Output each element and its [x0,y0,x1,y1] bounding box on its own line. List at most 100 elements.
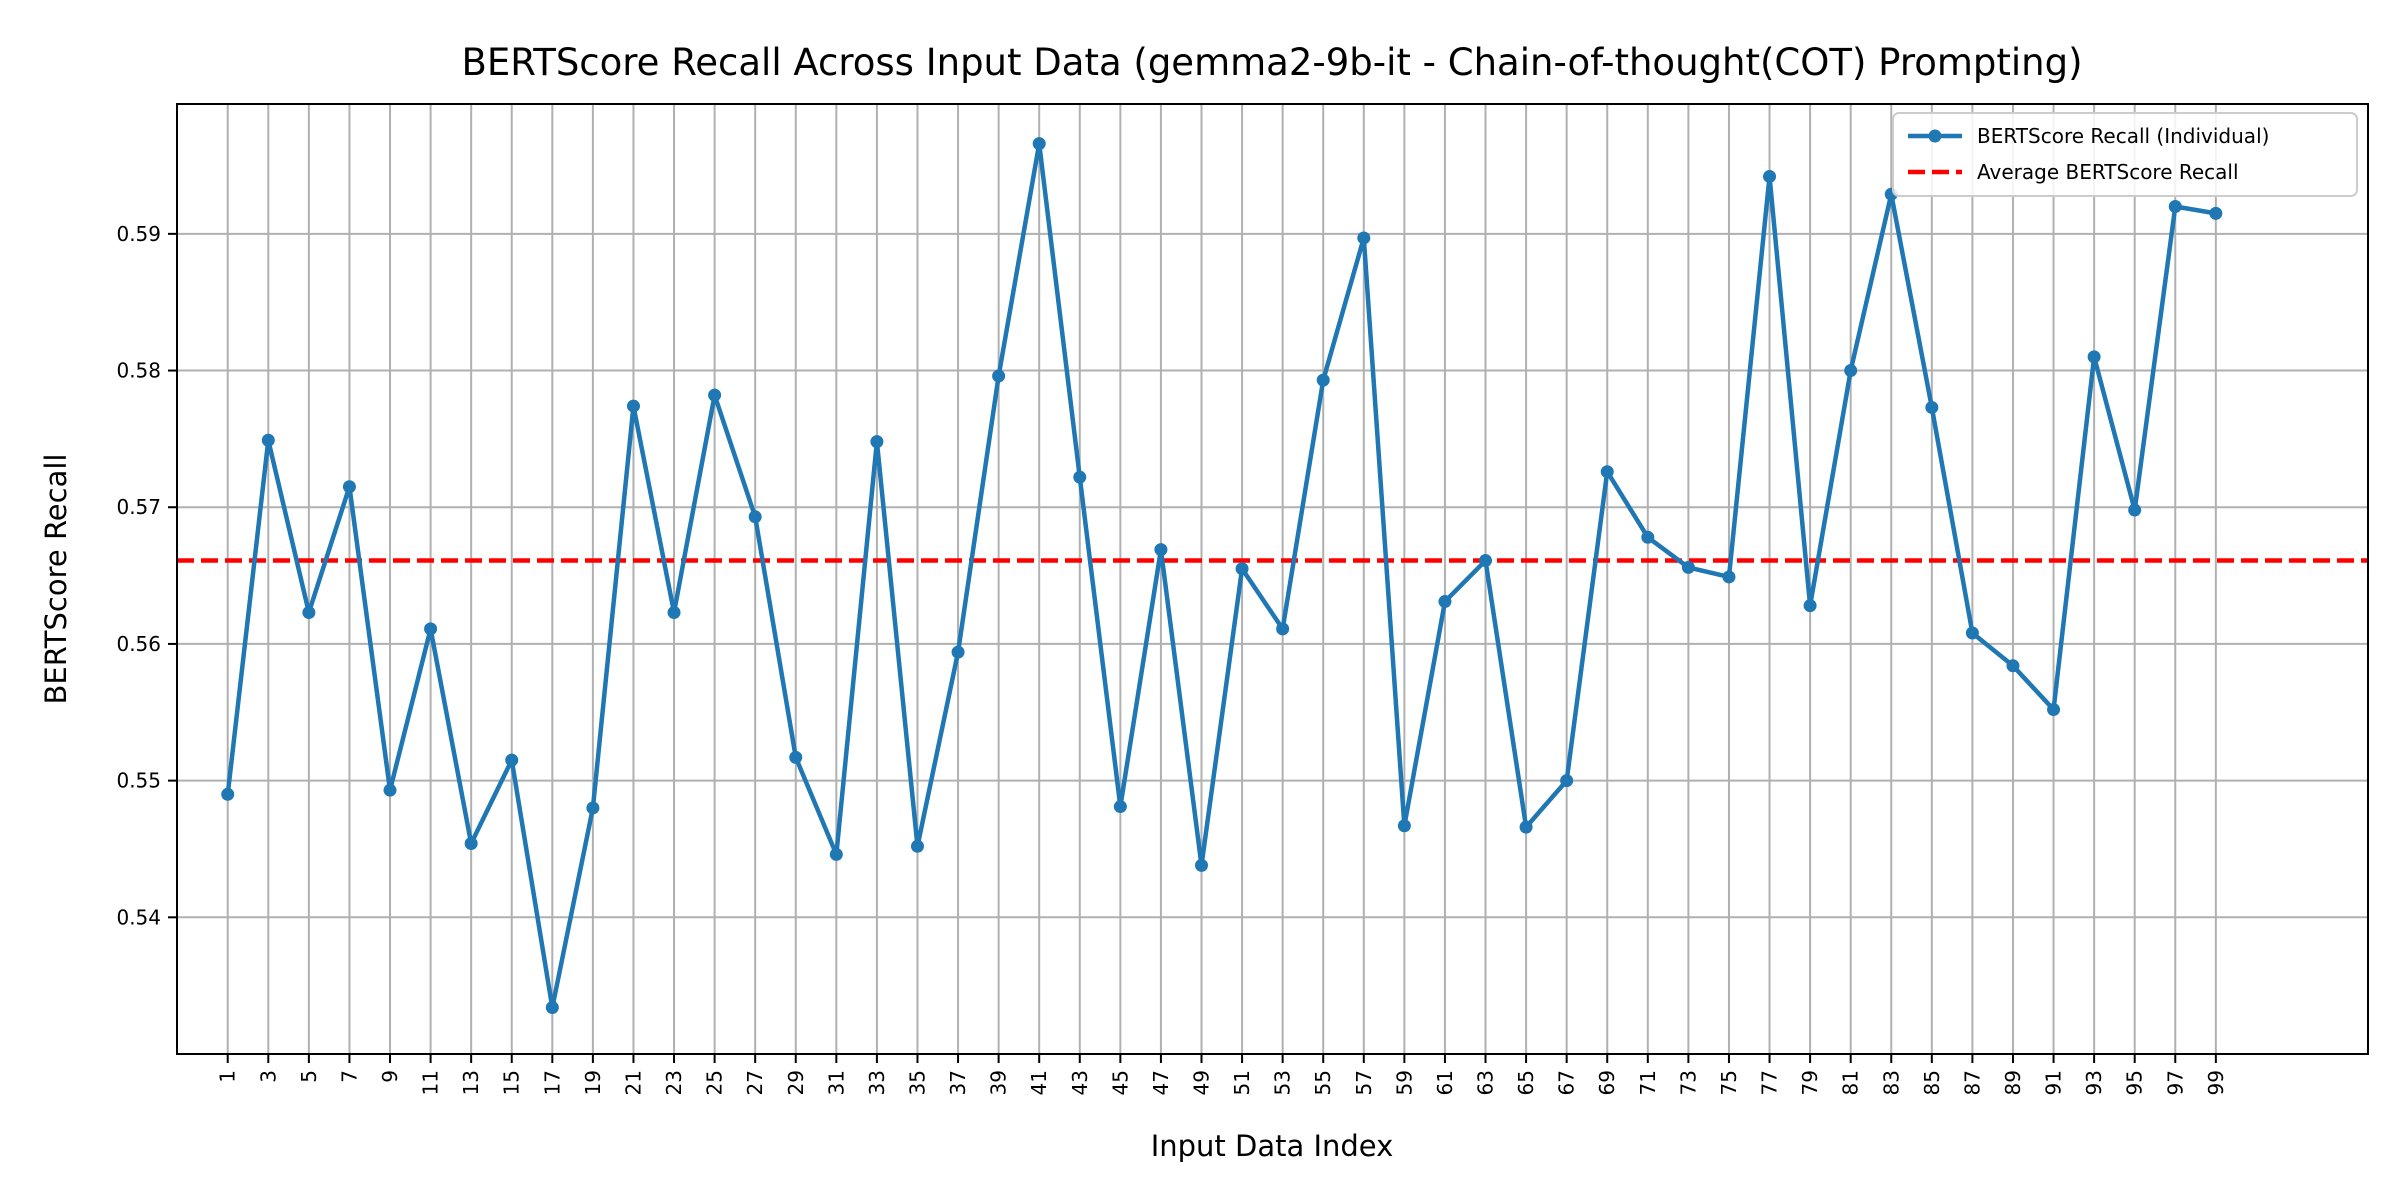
legend-series-marker [1928,129,1942,143]
data-point [1316,373,1330,387]
data-point [1681,560,1695,574]
x-tick-label: 73 [1676,1070,1700,1095]
x-tick-label: 95 [2123,1070,2147,1095]
data-point [1479,554,1493,568]
legend-average-label: Average BERTScore Recall [1977,160,2239,184]
data-point [2209,206,2223,220]
x-tick-label: 67 [1555,1070,1579,1095]
data-point [424,622,438,636]
data-point [626,399,640,413]
x-tick-label: 49 [1189,1070,1213,1095]
x-tick-label: 65 [1514,1070,1538,1095]
x-tick-label: 11 [419,1070,443,1095]
data-point [1397,819,1411,833]
plot-frame [176,103,2369,1055]
x-tick-label: 3 [256,1070,280,1083]
x-tick-label: 53 [1271,1070,1295,1095]
y-tick-label: 0.57 [116,495,161,519]
data-point [1803,599,1817,613]
x-tick-label: 45 [1108,1070,1132,1095]
data-point [2006,659,2020,673]
data-point [1154,543,1168,557]
data-point [2087,350,2101,364]
data-point [464,836,478,850]
data-point [748,510,762,524]
data-point [1844,364,1858,378]
x-tick-label: 5 [297,1070,321,1083]
x-tick-label: 33 [865,1070,889,1095]
data-point [870,435,884,449]
y-tick-label: 0.55 [116,769,161,793]
data-point [992,369,1006,383]
data-point [1113,800,1127,814]
x-tick-label: 77 [1758,1070,1782,1095]
legend-box [1892,112,2358,197]
series-line [225,141,2217,1010]
data-point [2128,503,2142,517]
x-tick-label: 29 [784,1070,808,1095]
data-point [1032,137,1046,151]
x-tick-label: 55 [1311,1070,1335,1095]
x-tick-label: 79 [1798,1070,1822,1095]
series-layer [221,137,2223,1015]
x-axis-label: Input Data Index [1151,1129,1394,1163]
x-tick-label: 7 [337,1070,361,1083]
data-point [1073,470,1087,484]
x-tick-label: 75 [1717,1070,1741,1095]
x-tick-label: 61 [1433,1070,1457,1095]
x-tick-label: 81 [1839,1070,1863,1095]
x-tick-label: 87 [1960,1070,1984,1095]
x-tick-label: 63 [1474,1070,1498,1095]
x-tick-label: 57 [1352,1070,1376,1095]
y-axis-label: BERTScore Recall [39,454,73,705]
chart-title: BERTScore Recall Across Input Data (gemm… [461,41,2082,84]
y-tick-label: 0.58 [116,359,161,383]
x-tick-label: 19 [581,1070,605,1095]
x-tick-label: 15 [500,1070,524,1095]
x-tick-label: 85 [1920,1070,1944,1095]
data-point [302,605,316,619]
data-point [951,645,965,659]
x-tick-label: 25 [703,1070,727,1095]
data-point [1276,622,1290,636]
data-point [586,801,600,815]
x-tick-label: 35 [905,1070,929,1095]
data-point [708,388,722,402]
x-tick-label: 51 [1230,1070,1254,1095]
data-point [1235,562,1249,576]
data-point [1641,530,1655,544]
x-tick-label: 17 [540,1070,564,1095]
data-point [667,605,681,619]
x-tick-label: 9 [378,1070,402,1083]
data-point [829,847,843,861]
x-tick-label: 37 [946,1070,970,1095]
grid [177,104,2368,1054]
data-point [1965,626,1979,640]
data-point [2047,703,2061,717]
x-tick-label: 13 [459,1070,483,1095]
data-point [1600,465,1614,479]
data-point [789,750,803,764]
x-tick-label: 83 [1879,1070,1903,1095]
x-tick-label: 97 [2163,1070,2187,1095]
x-tick-label: 59 [1392,1070,1416,1095]
x-tick-label: 23 [662,1070,686,1095]
y-axis-ticks: 0.54 0.55 0.56 0.57 0.58 0.59 [116,222,177,929]
data-point [2168,200,2182,214]
data-point [1925,400,1939,414]
x-tick-label: 47 [1149,1070,1173,1095]
data-point [910,839,924,853]
x-tick-label: 89 [2001,1070,2025,1095]
x-tick-label: 69 [1595,1070,1619,1095]
data-point [1357,231,1371,245]
data-point [545,1001,559,1015]
x-tick-label: 21 [621,1070,645,1095]
x-tick-label: 93 [2082,1070,2106,1095]
x-axis-ticks: 1 3 5 7 9 11 13 15 17 19 21 23 25 27 29 31 33 35 37 39 41 43 4… [216,1054,2228,1095]
y-tick-label: 0.56 [116,632,161,656]
x-tick-label: 43 [1068,1070,1092,1095]
data-point [383,783,397,797]
data-point [1560,774,1574,788]
data-point [1763,169,1777,183]
legend: BERTScore Recall (Individual) Average BE… [1892,112,2358,197]
